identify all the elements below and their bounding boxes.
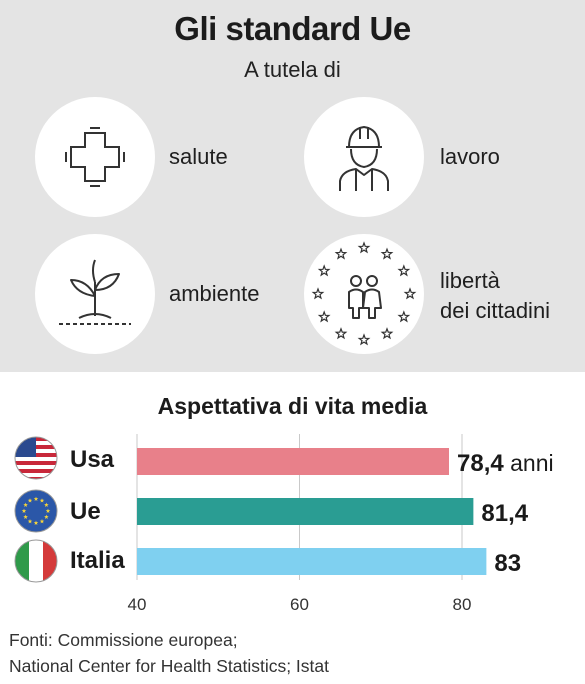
ring-star-icon <box>334 247 348 260</box>
standards-panel: Gli standard Ue A tutela di salute lavor… <box>0 0 585 372</box>
eu-flag-star <box>23 502 28 507</box>
data-label: 83 <box>494 550 521 577</box>
bar-ue <box>137 498 474 525</box>
country-label-italy: Italia <box>70 547 125 574</box>
eu-flag-icon <box>14 489 58 533</box>
eu-flag-star <box>44 514 49 519</box>
category-label-work: lavoro <box>440 144 500 169</box>
chart-title: Aspettativa di vita media <box>157 393 428 419</box>
category-label-environment: ambiente <box>169 281 260 306</box>
panel-subtitle: A tutela di <box>244 57 341 82</box>
health-icon-circle <box>35 97 155 217</box>
life-expectancy-chart: 40 60 80 78,4 anni 81,4 83 <box>128 434 554 614</box>
usa-flag-icon <box>14 436 58 480</box>
eu-flag-star <box>27 518 33 524</box>
worker-hardhat-icon <box>339 126 389 191</box>
eu-flag-star <box>27 498 33 503</box>
ring-star-icon <box>357 241 371 254</box>
eu-flag-star <box>44 502 49 507</box>
eu-flag-star <box>33 496 39 501</box>
ring-star-icon <box>334 327 348 340</box>
ring-star-icon <box>397 310 411 323</box>
eu-stars-citizens-icon <box>311 241 417 346</box>
work-icon-circle <box>304 97 424 217</box>
source-line-1: Fonti: Commissione europea; <box>9 630 238 650</box>
source-note: Fonti: Commissione europea; National Cen… <box>9 627 329 679</box>
eu-flag-star <box>39 498 45 503</box>
data-label: 81,4 <box>481 500 528 527</box>
environment-icon-circle <box>35 234 155 354</box>
bar-italia <box>137 548 487 575</box>
eu-flag-star <box>23 514 28 519</box>
source-line-2: National Center for Health Statistics; I… <box>9 656 329 676</box>
ring-star-icon <box>397 264 411 277</box>
x-tick-label: 60 <box>290 595 309 614</box>
ring-star-icon <box>357 333 371 346</box>
data-label: 78,4 anni <box>457 450 554 477</box>
ring-star-icon <box>317 310 331 323</box>
bar-usa <box>137 448 449 475</box>
eu-flag-star <box>21 508 27 513</box>
ring-star-icon <box>380 247 394 260</box>
country-label-eu: Ue <box>70 498 101 525</box>
x-tick-label: 80 <box>453 595 472 614</box>
x-tick-label: 40 <box>128 595 147 614</box>
ring-star-icon <box>403 287 417 300</box>
freedom-icon-circle <box>304 234 424 354</box>
unit-label: anni <box>504 450 554 476</box>
ring-star-icon <box>380 327 394 340</box>
category-label-health: salute <box>169 144 228 169</box>
eu-flag-star <box>45 508 51 513</box>
medical-cross-icon <box>65 127 125 187</box>
ring-star-icon <box>317 264 331 277</box>
italy-flag-icon <box>14 539 58 583</box>
ring-star-icon <box>311 287 325 300</box>
country-label-usa: Usa <box>70 446 115 473</box>
eu-flag-star <box>39 518 45 524</box>
panel-title: Gli standard Ue <box>174 10 411 47</box>
plant-sprout-icon <box>59 259 131 325</box>
eu-flag-star <box>33 520 39 525</box>
category-label-freedom: libertà dei cittadini <box>440 268 551 323</box>
